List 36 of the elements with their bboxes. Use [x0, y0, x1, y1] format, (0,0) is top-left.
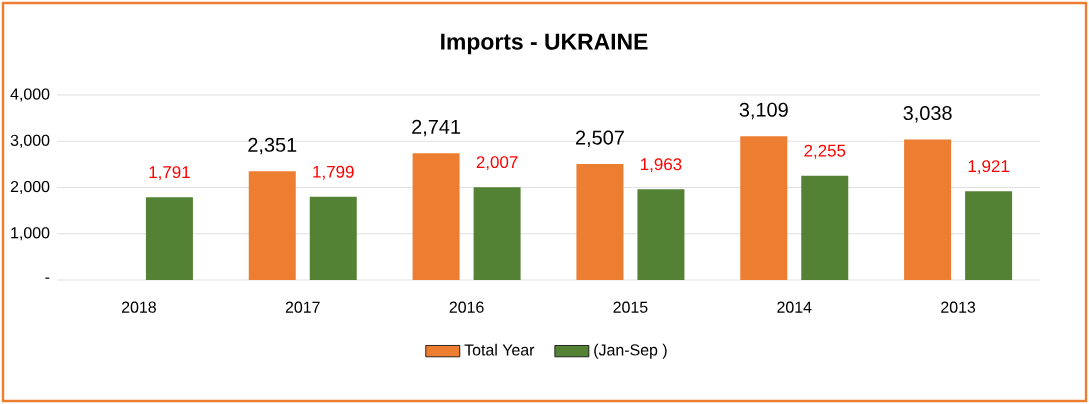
data-label: 3,109 — [739, 102, 788, 120]
bar — [309, 196, 357, 280]
bar — [965, 191, 1013, 280]
data-label: 2,255 — [804, 144, 846, 159]
data-label: 1,963 — [641, 158, 682, 173]
data-label: 2,507 — [576, 130, 624, 148]
data-label: 2,007 — [476, 156, 518, 171]
y-tick-label: - — [45, 277, 50, 279]
data-label: 2,351 — [248, 137, 297, 155]
chart-title: Imports - UKRAINE — [441, 33, 648, 55]
bar — [904, 139, 952, 280]
legend-label: Total Year — [464, 343, 535, 356]
x-tick-label: 2015 — [613, 301, 648, 313]
legend-label: (Jan-Sep ) — [594, 343, 667, 359]
y-tick-label: 4,000 — [10, 88, 50, 102]
y-tick-label: 2,000 — [10, 180, 50, 195]
x-tick-label: 2016 — [449, 301, 484, 313]
bar — [145, 197, 193, 280]
bar — [412, 153, 460, 280]
bar — [637, 189, 685, 280]
bar — [473, 187, 521, 280]
x-tick-label: 2013 — [941, 301, 976, 313]
data-label: 3,038 — [903, 106, 952, 123]
bar — [576, 164, 624, 280]
bar — [248, 171, 296, 280]
x-tick-label: 2017 — [285, 301, 320, 313]
bar — [740, 136, 788, 280]
y-tick-label: 3,000 — [10, 134, 50, 148]
data-label: 1,791 — [149, 166, 190, 181]
x-tick-label: 2014 — [777, 301, 812, 313]
y-tick-label: 1,000 — [11, 227, 50, 241]
data-label: 2,741 — [412, 119, 461, 137]
x-tick-label: 2018 — [122, 301, 156, 313]
bar — [801, 175, 849, 280]
data-label: 1,799 — [313, 165, 354, 180]
data-label: 1,921 — [968, 160, 1009, 175]
